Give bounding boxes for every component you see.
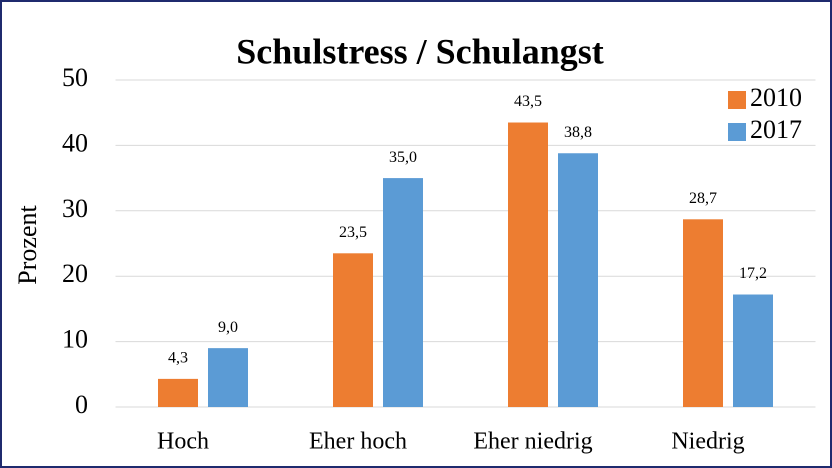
data-label: 43,5: [514, 93, 542, 110]
chart-title: Schulstress / Schulangst: [236, 31, 603, 71]
bar: [683, 219, 723, 407]
y-axis-label: Prozent: [13, 205, 42, 285]
y-tick-label: 40: [62, 128, 88, 157]
legend-swatch: [728, 123, 746, 141]
y-tick-label: 10: [62, 325, 88, 354]
bar: [558, 153, 598, 407]
legend-label: 2017: [750, 115, 802, 144]
x-tick-label: Hoch: [157, 429, 209, 455]
x-tick-label: Eher niedrig: [473, 429, 592, 455]
y-tick-label: 50: [62, 63, 88, 92]
bar: [383, 178, 423, 407]
legend-swatch: [728, 91, 746, 109]
data-label: 35,0: [389, 149, 417, 166]
x-tick-label: Niedrig: [671, 429, 744, 455]
data-label: 23,5: [339, 224, 367, 241]
x-tick-label: Eher hoch: [309, 429, 407, 455]
legend-label: 2010: [750, 83, 802, 112]
bar: [208, 348, 248, 407]
data-label: 17,2: [739, 265, 767, 282]
bar: [158, 378, 198, 407]
data-label: 28,7: [689, 190, 717, 207]
y-tick-label: 20: [62, 259, 88, 288]
y-tick-label: 0: [75, 390, 88, 419]
data-label: 9,0: [218, 319, 238, 336]
y-tick-label: 30: [62, 194, 88, 223]
bar: [733, 294, 773, 407]
bar: [508, 122, 548, 407]
data-label: 4,3: [168, 350, 188, 367]
data-label: 38,8: [564, 124, 592, 141]
bar: [333, 253, 373, 407]
